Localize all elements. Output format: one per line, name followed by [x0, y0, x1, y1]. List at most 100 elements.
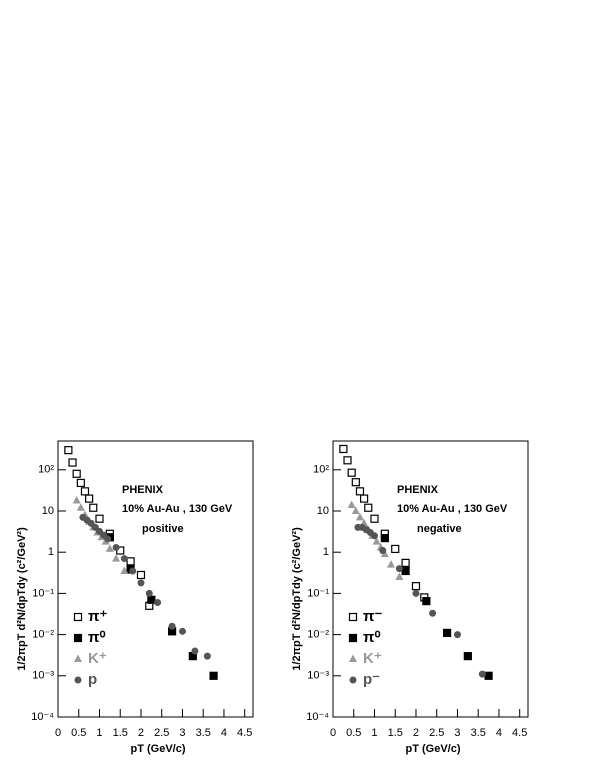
point	[401, 566, 410, 576]
x-tick-label: 3	[179, 727, 185, 739]
x-tick-label: 0.5	[346, 727, 361, 739]
legend-marker	[348, 612, 358, 622]
point	[339, 444, 348, 454]
y-tick-label: 10⁻¹	[32, 587, 54, 599]
x-tick-label: 4.5	[237, 727, 252, 739]
y-tick-label: 1	[323, 546, 329, 558]
legend-marker	[73, 633, 83, 643]
point	[387, 560, 396, 568]
point	[453, 631, 461, 639]
legend-label: p	[88, 671, 97, 688]
y-tick-label: 10⁻³	[32, 670, 54, 682]
annotation: PHENIX	[397, 484, 439, 496]
point	[429, 609, 437, 617]
point	[76, 478, 85, 488]
y-tick-label: 10²	[313, 464, 329, 476]
annotation: 10% Au-Au , 130 GeV	[122, 503, 233, 515]
y-tick-label: 10⁻³	[307, 670, 329, 682]
point	[422, 597, 431, 606]
y-tick-label: 10⁻²	[32, 629, 54, 641]
x-tick-label: 3.5	[196, 727, 211, 739]
point	[484, 671, 493, 680]
x-tick-label: 0	[55, 727, 61, 739]
point	[145, 589, 153, 597]
point	[372, 537, 381, 545]
x-tick-label: 2	[138, 727, 144, 739]
point	[112, 554, 121, 562]
point	[351, 506, 360, 514]
point	[355, 512, 364, 521]
x-axis-label: pT (GeV/c)	[130, 743, 185, 755]
point	[76, 503, 85, 511]
legend-marker	[349, 676, 357, 684]
point	[120, 555, 128, 563]
x-axis-label: pT (GeV/c)	[405, 743, 460, 755]
plot-frame	[332, 440, 529, 718]
point	[104, 535, 112, 543]
legend-label: π⁻	[363, 608, 382, 625]
x-tick-label: 1	[96, 727, 102, 739]
x-tick-label: 1	[371, 727, 377, 739]
y-tick-label: 10⁻¹	[307, 587, 329, 599]
point	[137, 579, 145, 587]
x-tick-label: 2	[413, 727, 419, 739]
y-tick-label: 10	[317, 505, 329, 517]
point	[370, 532, 378, 540]
point	[72, 469, 81, 478]
point	[147, 595, 156, 604]
x-tick-label: 2.5	[429, 727, 444, 739]
point	[347, 500, 356, 508]
legend-marker	[349, 654, 357, 662]
point	[89, 503, 98, 512]
point	[478, 670, 486, 678]
point	[64, 446, 73, 455]
legend-label: p⁻	[363, 671, 380, 688]
x-tick-label: 2.5	[154, 727, 169, 739]
point	[391, 544, 400, 554]
y-tick-label: 10⁻⁴	[31, 711, 54, 723]
point	[442, 628, 452, 637]
point	[136, 570, 146, 580]
point	[355, 487, 365, 496]
point	[380, 549, 389, 558]
legend-label: K⁺	[363, 650, 382, 667]
plot-frame	[57, 440, 254, 718]
point	[412, 589, 420, 597]
chart: 10⁻⁴ 10⁻³ 10⁻² 10⁻¹ 1 10 10² 0 0.5 1 1.5 2 2.5 3 3.5 4 4…	[291, 440, 529, 755]
point	[72, 495, 81, 504]
point	[395, 565, 403, 573]
y-axis-label: 1/2πpT d²N/dpTdy (c²/GeV²)	[16, 527, 28, 671]
point	[95, 514, 104, 523]
point	[178, 627, 186, 635]
annotation: PHENIX	[122, 484, 164, 496]
x-tick-label: 4	[496, 727, 502, 739]
point	[120, 566, 129, 574]
point	[168, 622, 176, 630]
x-tick-label: 0	[330, 727, 336, 739]
x-tick-label: 0.5	[71, 727, 86, 739]
annotation: positive	[142, 523, 184, 535]
point	[112, 544, 120, 552]
legend-label: π⁰	[88, 629, 106, 646]
annotation: negative	[417, 523, 462, 535]
point	[191, 647, 199, 655]
legend-label: π⁺	[88, 608, 107, 625]
point	[85, 494, 94, 503]
point	[80, 487, 90, 496]
x-tick-label: 4.5	[512, 727, 527, 739]
point	[360, 494, 369, 503]
point	[411, 582, 421, 591]
point	[68, 458, 77, 467]
legend-label: π⁰	[363, 629, 381, 646]
y-tick-label: 10⁻⁴	[306, 711, 329, 723]
legend-marker	[74, 654, 82, 662]
point	[364, 503, 373, 512]
point	[203, 652, 211, 660]
point	[395, 572, 404, 581]
point	[401, 558, 410, 567]
y-tick-label: 1	[48, 546, 54, 558]
point	[370, 514, 379, 523]
point	[379, 546, 387, 554]
y-tick-label: 10⁻²	[307, 629, 329, 641]
